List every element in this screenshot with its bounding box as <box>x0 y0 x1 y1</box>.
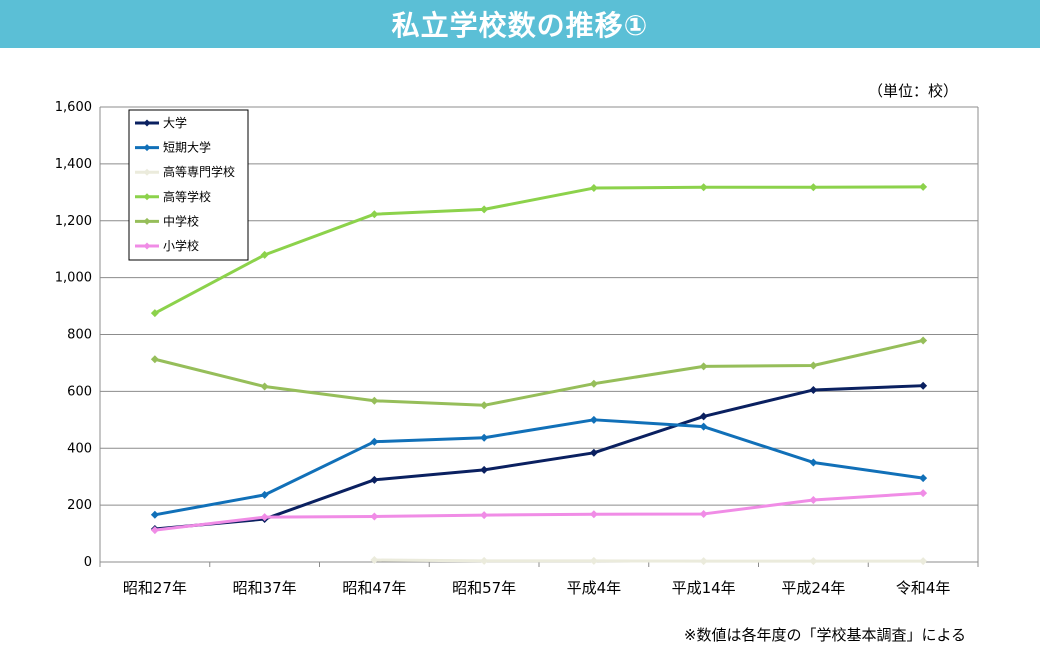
data-point <box>589 510 598 519</box>
data-point <box>589 448 598 457</box>
data-point <box>260 490 269 499</box>
legend-marker <box>143 144 151 152</box>
data-point <box>809 361 818 370</box>
x-tick-label: 昭和37年 <box>233 579 297 597</box>
x-tick-label: 昭和57年 <box>452 579 516 597</box>
series-line-3 <box>374 558 924 563</box>
data-point <box>150 510 159 519</box>
page-title: 私立学校数の推移① <box>391 9 649 42</box>
data-point <box>150 355 159 364</box>
data-point <box>480 401 489 410</box>
data-point <box>370 437 379 446</box>
data-point <box>919 489 928 498</box>
data-point <box>699 422 708 431</box>
series-line-2 <box>154 418 924 517</box>
legend-label: 小学校 <box>163 238 199 253</box>
data-point <box>480 511 489 520</box>
legend-marker <box>143 119 151 127</box>
y-tick-label: 800 <box>67 328 92 343</box>
data-point <box>480 556 489 565</box>
y-tick-label: 0 <box>84 555 92 570</box>
legend-label: 大学 <box>163 115 187 130</box>
data-point <box>480 433 489 442</box>
data-point <box>589 184 598 193</box>
source-footnote: ※数値は各年度の「学校基本調査」による <box>683 626 966 644</box>
x-tick-label: 令和4年 <box>896 579 951 597</box>
data-point <box>809 557 818 566</box>
data-point <box>809 496 818 505</box>
data-point <box>809 183 818 192</box>
y-tick-label: 400 <box>67 441 92 456</box>
series-line-5 <box>154 339 924 407</box>
data-point <box>589 556 598 565</box>
legend-label: 短期大学 <box>163 140 211 155</box>
series-line-4 <box>154 185 924 315</box>
x-tick-label: 昭和27年 <box>123 579 187 597</box>
legend-label: 高等学校 <box>163 189 211 204</box>
legend-label: 高等専門学校 <box>163 164 235 179</box>
data-point <box>370 556 379 565</box>
y-tick-label: 600 <box>67 384 92 399</box>
data-point <box>699 557 708 566</box>
data-point <box>260 250 269 259</box>
x-tick-label: 平成24年 <box>781 579 845 597</box>
y-tick-label: 200 <box>67 498 92 513</box>
data-point <box>260 382 269 391</box>
legend-marker <box>143 168 151 176</box>
y-tick-label: 1,000 <box>55 271 92 286</box>
data-point <box>699 509 708 518</box>
legend-box <box>128 109 249 261</box>
data-point <box>919 474 928 483</box>
data-point <box>809 458 818 467</box>
data-point <box>589 415 598 424</box>
data-point <box>809 385 818 394</box>
data-point <box>919 557 928 566</box>
x-tick-label: 昭和47年 <box>342 579 406 597</box>
y-tick-label: 1,600 <box>55 100 92 115</box>
y-tick-label: 1,200 <box>55 214 92 229</box>
data-point <box>919 182 928 191</box>
series-line-1 <box>154 384 924 531</box>
data-point <box>150 309 159 318</box>
data-point <box>480 205 489 214</box>
legend-marker <box>143 242 151 250</box>
y-tick-label: 1,400 <box>55 157 92 172</box>
series-line-6 <box>154 491 924 532</box>
data-point <box>370 210 379 219</box>
data-point <box>919 381 928 390</box>
data-point <box>480 465 489 474</box>
data-point <box>589 379 598 388</box>
data-point <box>699 183 708 192</box>
title-banner: 私立学校数の推移① <box>0 0 1040 48</box>
data-point <box>370 396 379 405</box>
x-tick-label: 平成14年 <box>672 579 736 597</box>
x-tick-label: 平成4年 <box>567 579 622 597</box>
legend-marker <box>143 217 151 225</box>
data-point <box>370 512 379 521</box>
legend-label: 中学校 <box>163 213 199 228</box>
data-point <box>699 362 708 371</box>
data-point <box>370 475 379 484</box>
data-point <box>260 513 269 522</box>
data-point <box>699 412 708 421</box>
unit-label: （単位：校） <box>867 82 958 100</box>
data-point <box>150 526 159 535</box>
legend-marker <box>143 193 151 201</box>
data-point <box>919 336 928 345</box>
